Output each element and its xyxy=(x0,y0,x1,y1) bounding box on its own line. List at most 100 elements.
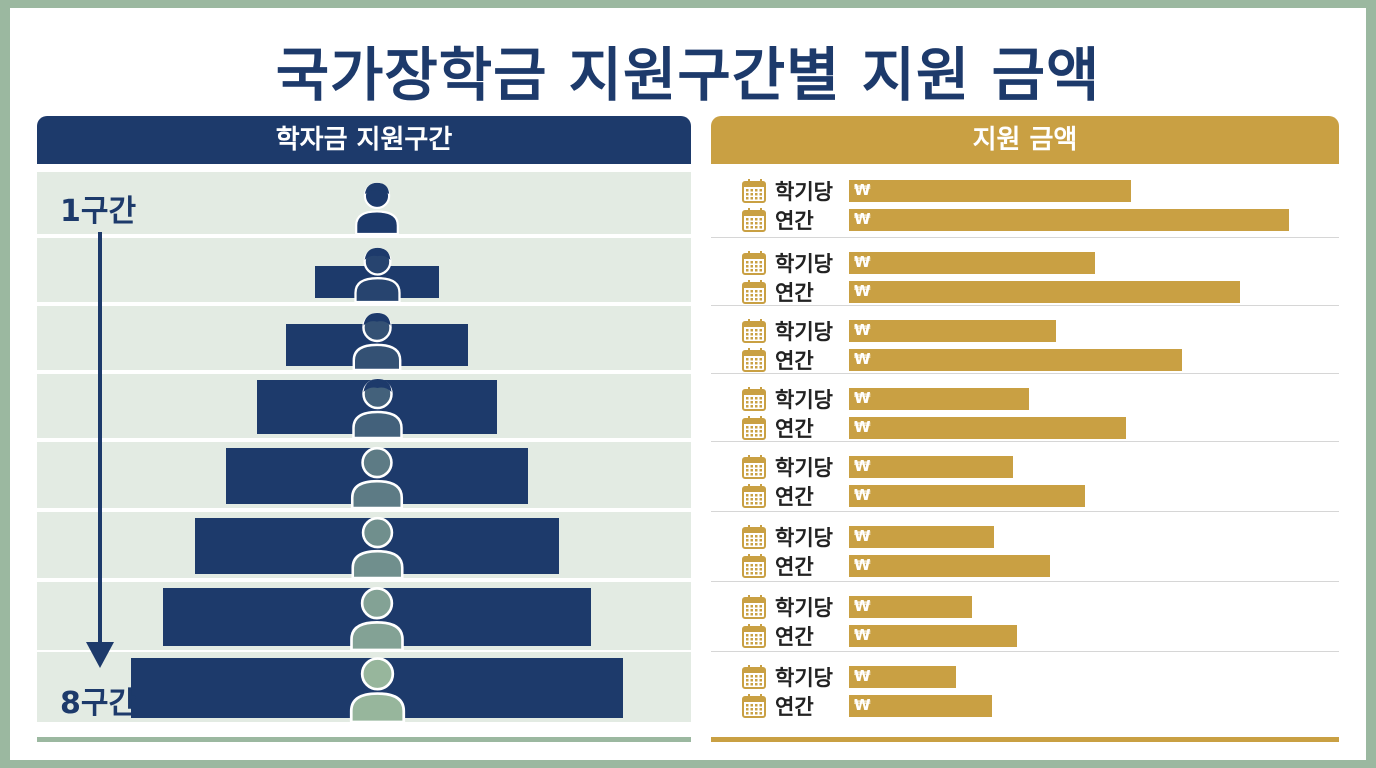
calendar-icon xyxy=(742,179,766,203)
amount-row-label: 연간 xyxy=(775,625,814,649)
won-symbol: ₩ xyxy=(854,486,871,504)
amount-group: 학기당 ₩ 연간 ₩ xyxy=(711,582,1339,652)
tier-row xyxy=(37,442,691,508)
won-symbol: ₩ xyxy=(854,626,871,644)
amount-bar: ₩ xyxy=(849,625,1017,647)
won-symbol: ₩ xyxy=(854,389,871,407)
amount-group: 학기당 ₩ 연간 ₩ xyxy=(711,512,1339,582)
tier-row xyxy=(37,172,691,234)
won-symbol: ₩ xyxy=(854,667,871,685)
person-icon xyxy=(352,312,402,370)
amount-bar: ₩ xyxy=(849,526,994,548)
page-title: 국가장학금 지원구간별 지원 금액 xyxy=(275,41,1101,109)
calendar-icon xyxy=(742,525,766,549)
amount-row-label: 학기당 xyxy=(775,456,833,480)
amount-row-label: 학기당 xyxy=(775,180,833,204)
calendar-icon xyxy=(742,665,766,689)
won-symbol: ₩ xyxy=(854,457,871,475)
amount-row: 학기당 ₩ xyxy=(711,250,1339,276)
amount-bar: ₩ xyxy=(849,252,1095,274)
calendar-icon xyxy=(742,624,766,648)
calendar-icon xyxy=(742,387,766,411)
person-icon xyxy=(349,657,405,722)
calendar-icon xyxy=(742,554,766,578)
amount-row: 연간 ₩ xyxy=(711,415,1339,441)
amount-row-label: 학기당 xyxy=(775,666,833,690)
amount-row-label: 연간 xyxy=(775,695,814,719)
amount-row: 학기당 ₩ xyxy=(711,664,1339,690)
calendar-icon xyxy=(742,484,766,508)
amount-group: 학기당 ₩ 연간 ₩ xyxy=(711,306,1339,374)
won-symbol: ₩ xyxy=(854,527,871,545)
won-symbol: ₩ xyxy=(854,321,871,339)
amount-row: 학기당 ₩ xyxy=(711,524,1339,550)
amount-row: 연간 ₩ xyxy=(711,623,1339,649)
amount-row: 연간 ₩ xyxy=(711,207,1339,233)
amount-row: 학기당 ₩ xyxy=(711,594,1339,620)
won-symbol: ₩ xyxy=(854,418,871,436)
amount-row: 연간 ₩ xyxy=(711,483,1339,509)
amount-row-label: 연간 xyxy=(775,555,814,579)
calendar-icon xyxy=(742,595,766,619)
won-symbol: ₩ xyxy=(854,696,871,714)
tier-row xyxy=(37,306,691,370)
won-symbol: ₩ xyxy=(854,350,871,368)
amount-row: 연간 ₩ xyxy=(711,347,1339,373)
amount-row-label: 연간 xyxy=(775,485,814,509)
amount-row: 학기당 ₩ xyxy=(711,318,1339,344)
amount-bar: ₩ xyxy=(849,349,1182,371)
arrow-head-icon xyxy=(86,642,114,668)
person-icon xyxy=(355,182,399,234)
amount-row-label: 학기당 xyxy=(775,526,833,550)
won-symbol: ₩ xyxy=(854,282,871,300)
calendar-icon xyxy=(742,208,766,232)
amount-row-label: 학기당 xyxy=(775,320,833,344)
person-icon xyxy=(353,247,401,302)
amount-row: 학기당 ₩ xyxy=(711,178,1339,204)
tier-row xyxy=(37,512,691,578)
amount-row: 학기당 ₩ xyxy=(711,386,1339,412)
amount-group: 학기당 ₩ 연간 ₩ xyxy=(711,652,1339,738)
amount-row-label: 연간 xyxy=(775,281,814,305)
amount-row-label: 연간 xyxy=(775,349,814,373)
amount-bar: ₩ xyxy=(849,281,1240,303)
amount-row-label: 연간 xyxy=(775,209,814,233)
amount-bar: ₩ xyxy=(849,695,992,717)
amount-bar: ₩ xyxy=(849,666,956,688)
amount-panel-header: 지원 금액 xyxy=(711,116,1339,164)
calendar-icon xyxy=(742,319,766,343)
won-symbol: ₩ xyxy=(854,210,871,228)
amount-bar: ₩ xyxy=(849,456,1013,478)
calendar-icon xyxy=(742,348,766,372)
calendar-icon xyxy=(742,416,766,440)
amount-bar: ₩ xyxy=(849,209,1289,231)
amount-row-label: 학기당 xyxy=(775,252,833,276)
amount-group: 학기당 ₩ 연간 ₩ xyxy=(711,374,1339,442)
tier-panel xyxy=(37,164,691,742)
amount-group: 학기당 ₩ 연간 ₩ xyxy=(711,238,1339,306)
amount-row: 연간 ₩ xyxy=(711,553,1339,579)
amount-bar: ₩ xyxy=(849,320,1056,342)
person-icon xyxy=(351,378,403,438)
tier-row xyxy=(37,374,691,438)
calendar-icon xyxy=(742,280,766,304)
calendar-icon xyxy=(742,455,766,479)
person-icon xyxy=(350,587,404,650)
amount-panel: 학기당 ₩ 연간 ₩ 학기당 ₩ 연간 ₩ 학기당 ₩ 연간 ₩ 학기당 ₩ 연간 ₩ 학기당 ₩ 연간 ₩ 학기당 ₩ 연… xyxy=(711,164,1339,742)
calendar-icon xyxy=(742,694,766,718)
amount-bar: ₩ xyxy=(849,417,1126,439)
amount-group: 학기당 ₩ 연간 ₩ xyxy=(711,442,1339,512)
won-symbol: ₩ xyxy=(854,253,871,271)
amount-bar: ₩ xyxy=(849,180,1131,202)
arrow-down-icon xyxy=(98,232,102,648)
amount-bar: ₩ xyxy=(849,596,972,618)
amount-bar: ₩ xyxy=(849,555,1050,577)
won-symbol: ₩ xyxy=(854,597,871,615)
amount-row: 학기당 ₩ xyxy=(711,454,1339,480)
tier-panel-header: 학자금 지원구간 xyxy=(37,116,691,164)
won-symbol: ₩ xyxy=(854,556,871,574)
won-symbol: ₩ xyxy=(854,181,871,199)
calendar-icon xyxy=(742,251,766,275)
tier-row xyxy=(37,652,691,722)
amount-row-label: 연간 xyxy=(775,417,814,441)
